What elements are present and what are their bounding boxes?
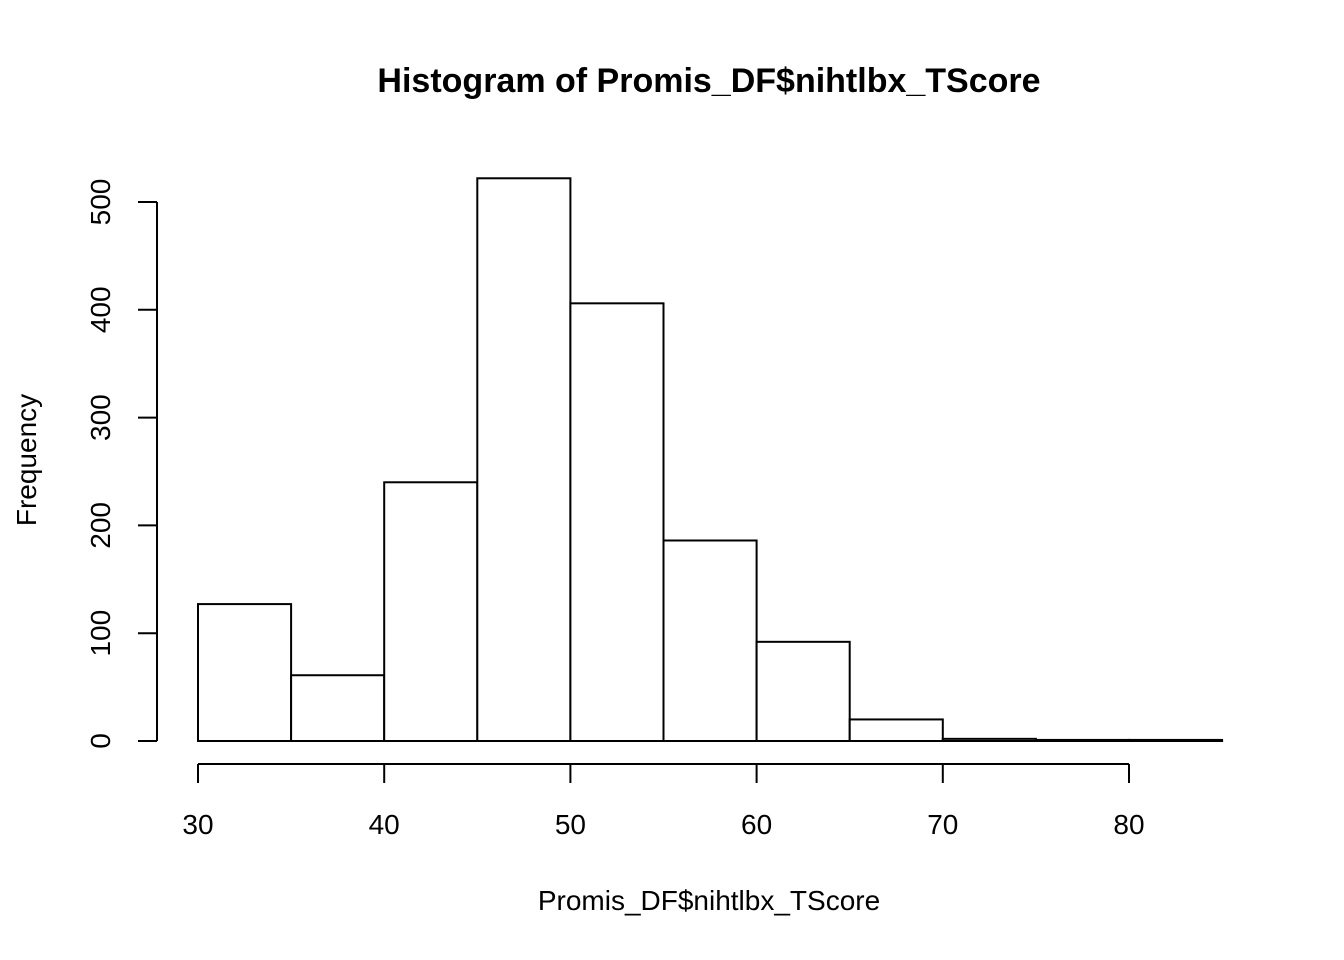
x-tick-label-30: 30 bbox=[182, 809, 213, 840]
histogram-bar-35-40 bbox=[290, 674, 386, 743]
chart-title: Histogram of Promis_DF$nihtlbx_TScore bbox=[377, 62, 1040, 100]
histogram-bar-70-75 bbox=[941, 737, 1037, 742]
y-tick-label-500: 500 bbox=[85, 179, 116, 226]
x-tick-label-70: 70 bbox=[927, 809, 958, 840]
y-tick-label-400: 400 bbox=[85, 286, 116, 333]
x-tick-label-50: 50 bbox=[555, 809, 586, 840]
histogram-bar-40-45 bbox=[383, 481, 479, 742]
y-tick-label-200: 200 bbox=[85, 502, 116, 549]
histogram-bar-80-85 bbox=[1128, 738, 1224, 742]
y-tick-label-0: 0 bbox=[85, 733, 116, 749]
histogram-bar-30-35 bbox=[197, 603, 293, 742]
y-tick-label-300: 300 bbox=[85, 394, 116, 441]
x-tick-label-60: 60 bbox=[741, 809, 772, 840]
y-tick-label-100: 100 bbox=[85, 610, 116, 657]
x-tick-label-80: 80 bbox=[1113, 809, 1144, 840]
histogram-bar-75-80 bbox=[1034, 738, 1131, 742]
y-axis: 0 100 200 300 400 500 bbox=[85, 179, 158, 749]
x-axis-label: Promis_DF$nihtlbx_TScore bbox=[538, 885, 880, 916]
histogram-bar-65-70 bbox=[848, 718, 944, 743]
y-axis-label: Frequency bbox=[11, 394, 42, 526]
histogram-bars bbox=[197, 177, 1224, 743]
histogram-bar-50-55 bbox=[569, 302, 665, 742]
histogram-bar-45-50 bbox=[476, 177, 572, 742]
x-axis: 30 40 50 60 70 80 bbox=[182, 763, 1145, 840]
histogram-bar-55-60 bbox=[662, 539, 758, 742]
x-tick-label-40: 40 bbox=[369, 809, 400, 840]
histogram-bar-60-65 bbox=[755, 640, 851, 742]
